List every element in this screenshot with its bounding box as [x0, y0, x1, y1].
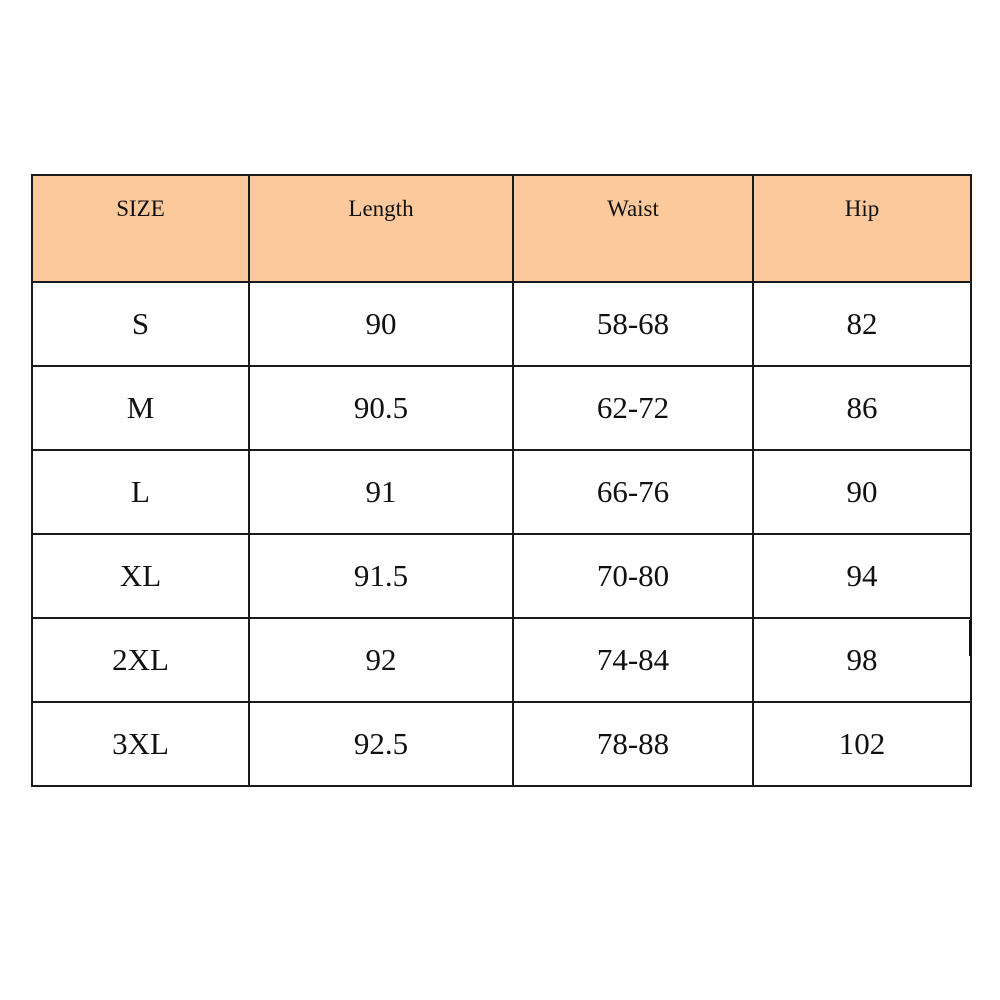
- cell-length: 92: [248, 617, 514, 703]
- table-row: 2XL 92 74-84 98: [31, 617, 972, 703]
- cell-length: 91.5: [248, 533, 514, 619]
- cell-waist: 74-84: [512, 617, 754, 703]
- cell-waist: 70-80: [512, 533, 754, 619]
- cell-waist: 58-68: [512, 281, 754, 367]
- cell-hip: 98: [752, 617, 972, 703]
- table-row: M 90.5 62-72 86: [31, 365, 972, 451]
- cell-waist: 78-88: [512, 701, 754, 787]
- header-hip: Hip: [752, 174, 972, 283]
- cell-size: XL: [31, 533, 250, 619]
- cell-size: S: [31, 281, 250, 367]
- cell-waist: 66-76: [512, 449, 754, 535]
- cell-hip: 90: [752, 449, 972, 535]
- cell-size: L: [31, 449, 250, 535]
- table-row: S 90 58-68 82: [31, 281, 972, 367]
- header-size: SIZE: [31, 174, 250, 283]
- cell-waist: 62-72: [512, 365, 754, 451]
- size-chart-table: SIZE Length Waist Hip S 90 58-68 82 M 90.5 62-…: [31, 174, 972, 787]
- cell-size: 2XL: [31, 617, 250, 703]
- cell-length: 90.5: [248, 365, 514, 451]
- cell-hip: 94: [752, 533, 972, 619]
- cell-hip: 86: [752, 365, 972, 451]
- table-row: L 91 66-76 90: [31, 449, 972, 535]
- cell-length: 92.5: [248, 701, 514, 787]
- header-length: Length: [248, 174, 514, 283]
- cell-length: 90: [248, 281, 514, 367]
- cell-hip: 102: [752, 701, 972, 787]
- edge-mark: [969, 620, 972, 656]
- cell-length: 91: [248, 449, 514, 535]
- table-row: XL 91.5 70-80 94: [31, 533, 972, 619]
- cell-size: 3XL: [31, 701, 250, 787]
- cell-size: M: [31, 365, 250, 451]
- header-waist: Waist: [512, 174, 754, 283]
- table-row: 3XL 92.5 78-88 102: [31, 701, 972, 787]
- header-row: SIZE Length Waist Hip: [31, 174, 972, 283]
- cell-hip: 82: [752, 281, 972, 367]
